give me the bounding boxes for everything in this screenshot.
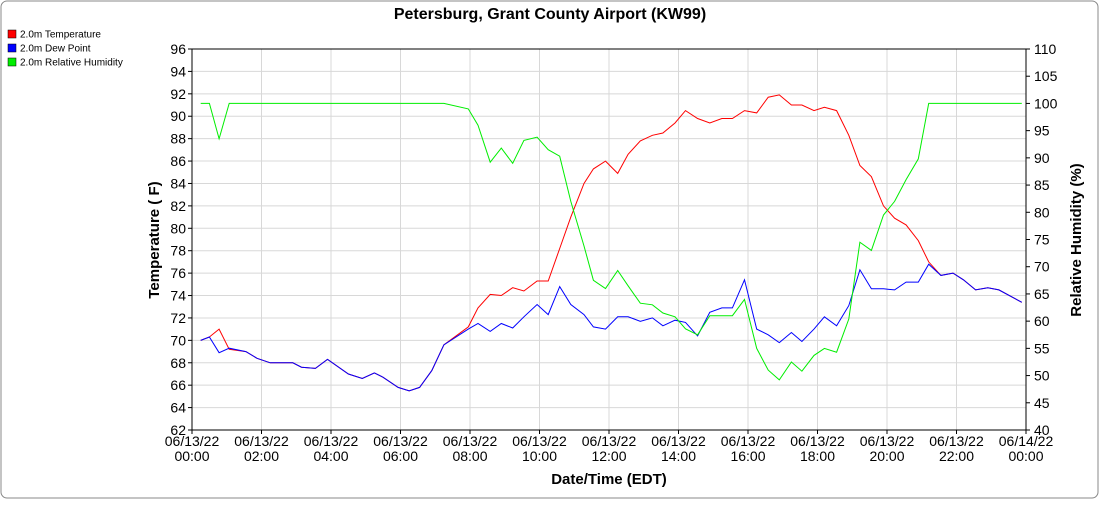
legend-label: 2.0m Temperature	[20, 30, 101, 41]
x-tick-label: 06/13/22 16:00	[721, 433, 776, 464]
x-tick-label: 06/13/22 04:00	[304, 433, 359, 464]
y2-tick-label: 70	[1034, 259, 1050, 275]
y-tick-label: 76	[170, 265, 186, 281]
x-axis-label: Date/Time (EDT)	[551, 471, 667, 488]
y-tick-label: 92	[170, 86, 186, 102]
y-tick-label: 70	[170, 332, 186, 348]
y2-tick-label: 50	[1034, 368, 1050, 384]
y2-tick-label: 60	[1034, 313, 1050, 329]
x-tick-label: 06/13/22 00:00	[165, 433, 220, 464]
y-tick-label: 74	[170, 288, 186, 304]
x-tick-label: 06/13/22 02:00	[234, 433, 289, 464]
y2-axis-label: Relative Humidity (%)	[1068, 163, 1085, 316]
series-line	[200, 263, 1023, 392]
y-axis-label: Temperature ( F)	[146, 181, 163, 298]
x-tick-label: 06/13/22 06:00	[373, 433, 428, 464]
y2-tick-label: 55	[1034, 340, 1050, 356]
y-tick-label: 90	[170, 108, 186, 124]
x-tick-label: 06/13/22 10:00	[512, 433, 567, 464]
x-tick-label: 06/13/22 08:00	[443, 433, 498, 464]
y-tick-label: 96	[170, 41, 186, 57]
y2-tick-label: 75	[1034, 232, 1050, 248]
y2-tick-label: 65	[1034, 286, 1050, 302]
y-tick-label: 78	[170, 243, 186, 259]
y2-tick-label: 95	[1034, 123, 1050, 139]
series-line	[200, 102, 1022, 381]
legend-label: 2.0m Relative Humidity	[20, 58, 123, 69]
x-tick-label: 06/13/22 12:00	[582, 433, 637, 464]
y-tick-label: 64	[170, 400, 186, 416]
legend-swatch	[7, 57, 17, 67]
y-tick-label: 86	[170, 153, 186, 169]
y2-tick-label: 85	[1034, 177, 1050, 193]
y-tick-label: 82	[170, 198, 186, 214]
x-tick-label: 06/13/22 14:00	[651, 433, 706, 464]
legend-swatch	[7, 29, 17, 39]
x-tick-label: 06/14/22 00:00	[999, 433, 1054, 464]
y-tick-label: 66	[170, 377, 186, 393]
y-tick-label: 84	[170, 175, 186, 191]
legend-swatch	[7, 43, 17, 53]
y2-tick-label: 105	[1034, 68, 1058, 84]
y-tick-label: 68	[170, 355, 186, 371]
y2-tick-label: 40	[1034, 422, 1050, 438]
x-tick-label: 06/13/22 18:00	[790, 433, 845, 464]
y2-tick-label: 100	[1034, 95, 1058, 111]
x-tick-label: 06/13/22 20:00	[860, 433, 915, 464]
x-tick-label: 06/13/22 22:00	[929, 433, 984, 464]
y-tick-label: 80	[170, 220, 186, 236]
y-tick-label: 94	[170, 63, 186, 79]
y2-tick-label: 45	[1034, 395, 1050, 411]
y2-tick-label: 80	[1034, 204, 1050, 220]
legend: 2.0m Temperature 2.0m Dew Point 2.0m Relat…	[7, 29, 123, 69]
y2-tick-label: 110	[1034, 41, 1057, 57]
y-tick-label: 72	[170, 310, 186, 326]
chart-title: Petersburg, Grant County Airport (KW99)	[394, 6, 706, 23]
y2-tick-label: 90	[1034, 150, 1050, 166]
y-tick-label: 88	[170, 131, 186, 147]
legend-label: 2.0m Dew Point	[20, 44, 91, 55]
plot-area	[191, 48, 1027, 431]
y-tick-label: 62	[170, 422, 186, 438]
